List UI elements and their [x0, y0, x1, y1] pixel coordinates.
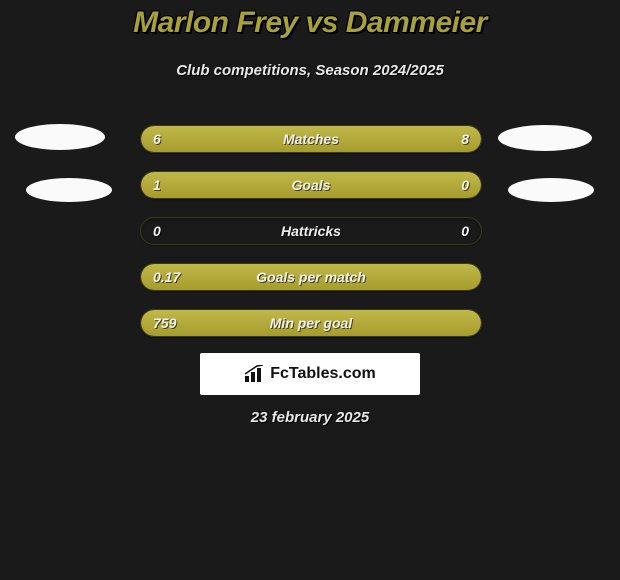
player1-badge-1 [15, 124, 105, 150]
brand-logo-inner: FcTables.com [244, 365, 376, 383]
player1-badge-2 [26, 178, 112, 202]
stat-row: 0.17Goals per match [140, 263, 482, 291]
date-stamp: 23 february 2025 [0, 409, 620, 426]
stat-row: 0Hattricks0 [140, 217, 482, 245]
stat-row: 1Goals0 [140, 171, 482, 199]
stat-label: Hattricks [141, 218, 481, 244]
brand-logo-text: FcTables.com [270, 365, 376, 383]
page-title: Marlon Frey vs Dammeier [0, 6, 620, 40]
stat-row: 759Min per goal [140, 309, 482, 337]
stat-label: Goals per match [141, 264, 481, 290]
chart-icon [244, 365, 266, 383]
stat-value-right: 8 [461, 126, 469, 152]
stat-value-right: 0 [461, 218, 469, 244]
stat-value-right: 0 [461, 172, 469, 198]
page-subtitle: Club competitions, Season 2024/2025 [0, 62, 620, 79]
stat-label: Matches [141, 126, 481, 152]
player2-badge-1 [498, 125, 592, 151]
stat-row: 6Matches8 [140, 125, 482, 153]
brand-logo[interactable]: FcTables.com [200, 353, 420, 395]
infographic-root: Marlon Frey vs Dammeier Club competition… [0, 0, 620, 580]
player2-badge-2 [508, 178, 594, 202]
stat-label: Min per goal [141, 310, 481, 336]
stat-label: Goals [141, 172, 481, 198]
